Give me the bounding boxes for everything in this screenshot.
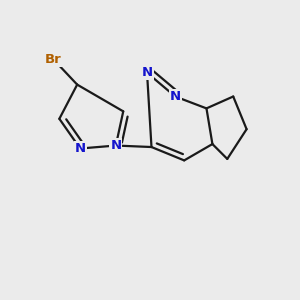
Text: N: N xyxy=(110,139,122,152)
Text: N: N xyxy=(75,142,86,155)
Text: Br: Br xyxy=(45,53,62,66)
Text: N: N xyxy=(142,66,153,79)
Text: N: N xyxy=(170,90,181,103)
